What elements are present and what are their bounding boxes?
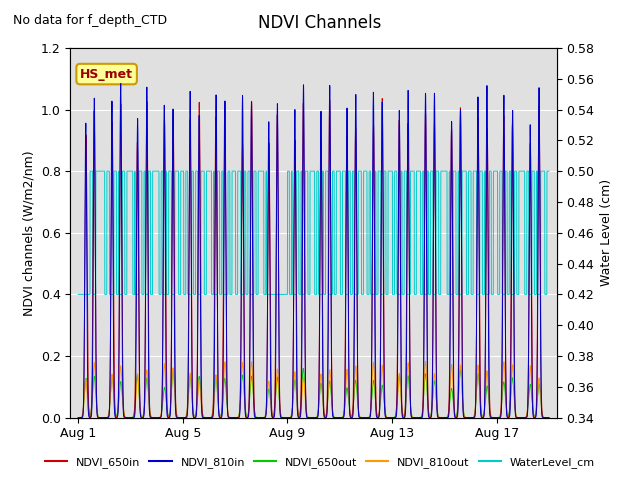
Line: NDVI_650in: NDVI_650in <box>78 98 549 418</box>
Line: NDVI_810in: NDVI_810in <box>78 84 549 418</box>
WaterLevel_cm <box>86 168 94 174</box>
NDVI_650in <box>362 415 370 420</box>
NDVI_650in <box>538 375 545 381</box>
Text: NDVI Channels: NDVI Channels <box>259 14 381 33</box>
NDVI_810in <box>200 415 208 420</box>
NDVI_810in <box>117 81 125 86</box>
NDVI_650in <box>378 96 386 101</box>
NDVI_650in <box>200 415 208 420</box>
Y-axis label: Water Level (cm): Water Level (cm) <box>600 179 613 287</box>
WaterLevel_cm <box>446 168 454 174</box>
NDVI_810in <box>74 415 82 420</box>
Y-axis label: NDVI channels (W/m2/nm): NDVI channels (W/m2/nm) <box>22 150 35 316</box>
NDVI_810in <box>101 415 109 420</box>
NDVI_650out <box>446 399 454 405</box>
Line: NDVI_810out: NDVI_810out <box>78 361 549 418</box>
NDVI_650out <box>545 415 553 420</box>
NDVI_810out <box>362 415 370 420</box>
NDVI_810out <box>101 415 109 420</box>
NDVI_810out <box>446 393 454 398</box>
WaterLevel_cm <box>369 291 377 297</box>
NDVI_650out <box>300 365 307 371</box>
NDVI_810in <box>538 393 545 399</box>
Legend: NDVI_650in, NDVI_810in, NDVI_650out, NDVI_810out, WaterLevel_cm: NDVI_650in, NDVI_810in, NDVI_650out, NDV… <box>40 452 600 472</box>
NDVI_810in <box>446 374 454 380</box>
Line: WaterLevel_cm: WaterLevel_cm <box>78 171 549 294</box>
NDVI_650in <box>74 415 82 420</box>
NDVI_650out <box>369 379 377 384</box>
NDVI_650out <box>101 415 109 420</box>
NDVI_650out <box>74 415 82 420</box>
NDVI_650in <box>545 415 553 420</box>
WaterLevel_cm <box>362 168 370 174</box>
NDVI_810out <box>422 359 429 364</box>
NDVI_650in <box>369 153 377 158</box>
NDVI_810in <box>362 415 370 420</box>
NDVI_650in <box>101 415 109 420</box>
NDVI_810out <box>74 415 82 420</box>
NDVI_650in <box>446 344 454 349</box>
Line: NDVI_650out: NDVI_650out <box>78 368 549 418</box>
WaterLevel_cm <box>101 291 109 297</box>
NDVI_810out <box>200 415 208 420</box>
Text: HS_met: HS_met <box>80 68 133 81</box>
NDVI_810in <box>545 415 553 420</box>
NDVI_810out <box>369 361 377 367</box>
WaterLevel_cm <box>200 168 208 174</box>
Text: No data for f_depth_CTD: No data for f_depth_CTD <box>13 14 167 27</box>
NDVI_650out <box>362 415 370 420</box>
WaterLevel_cm <box>74 291 82 297</box>
NDVI_810in <box>369 104 377 110</box>
WaterLevel_cm <box>538 168 545 174</box>
NDVI_650out <box>200 414 208 420</box>
NDVI_810out <box>538 403 545 408</box>
NDVI_810out <box>545 415 553 420</box>
WaterLevel_cm <box>545 168 553 174</box>
NDVI_650out <box>538 401 545 407</box>
